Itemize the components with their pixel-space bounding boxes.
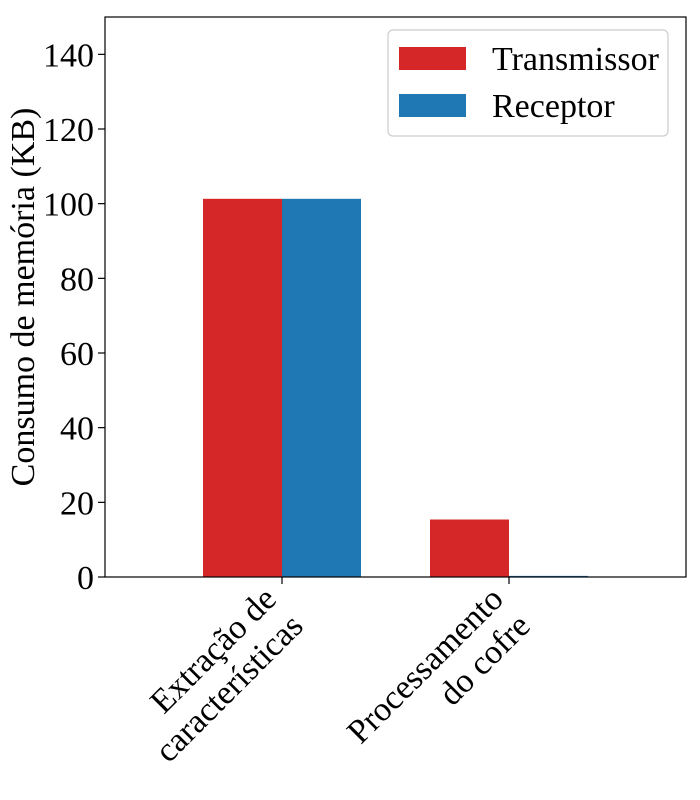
- y-tick-label: 60: [60, 336, 94, 373]
- y-tick-label: 40: [60, 411, 94, 448]
- y-axis-label: Consumo de memória (KB): [5, 108, 42, 487]
- bar-transmissor-1: [430, 519, 509, 577]
- y-tick-label: 120: [43, 112, 94, 149]
- y-tick-label: 20: [60, 485, 94, 522]
- y-tick-label: 80: [60, 261, 94, 298]
- y-tick-label: 0: [77, 560, 94, 597]
- x-tick-label: Extração decaracterísticas: [121, 580, 310, 769]
- legend-label: Transmissor: [492, 41, 660, 78]
- x-tick-label: Processamentodo cofre: [340, 580, 537, 777]
- legend: Transmissor Receptor: [387, 29, 669, 137]
- legend-swatch: [399, 47, 466, 70]
- legend-label: Receptor: [492, 88, 615, 125]
- x-axis: Extração decaracterísticas Processamentod…: [121, 577, 538, 777]
- y-tick-label: 100: [43, 187, 94, 224]
- plot-frame: [104, 16, 687, 578]
- legend-swatch: [399, 94, 466, 117]
- bar-transmissor-0: [203, 198, 282, 577]
- y-axis: 0 20 40 60 80 100 120 140: [43, 37, 105, 597]
- bars-layer: [203, 198, 588, 577]
- bar-receptor-0: [282, 198, 361, 577]
- y-tick-label: 140: [43, 37, 94, 74]
